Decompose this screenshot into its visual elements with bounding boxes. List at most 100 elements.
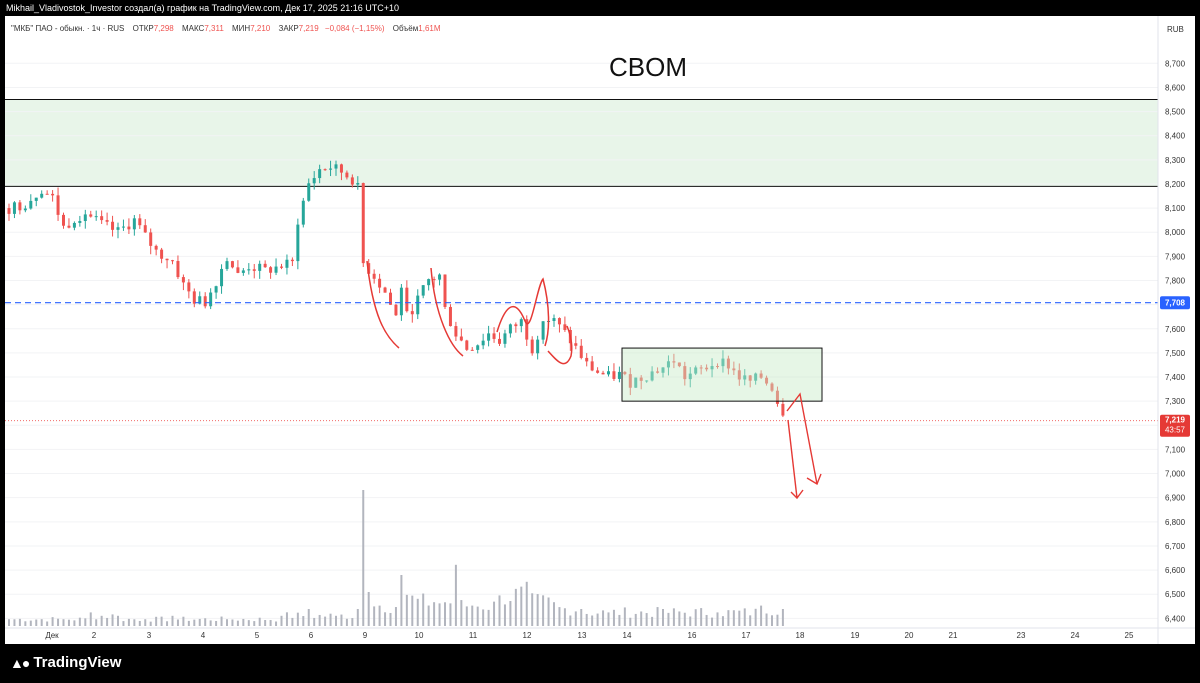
candle-body[interactable] [726,358,730,369]
candle-body[interactable] [519,319,523,327]
candle-body[interactable] [427,279,431,286]
candle-body[interactable] [438,274,442,280]
candle-body[interactable] [732,368,736,371]
candle-body[interactable] [481,340,485,346]
consolidation-box[interactable] [621,347,823,402]
candle-body[interactable] [285,259,289,268]
candle-body[interactable] [334,164,338,169]
candle-body[interactable] [765,377,769,384]
candle-body[interactable] [694,367,698,374]
candle-body[interactable] [187,282,191,292]
candle-body[interactable] [29,200,33,209]
candle-body[interactable] [62,214,65,226]
candle-body[interactable] [296,224,300,262]
candle-body[interactable] [176,261,180,278]
candle-body[interactable] [754,373,758,381]
candle-body[interactable] [18,202,22,211]
resistance-zone[interactable] [5,99,1158,187]
candle-body[interactable] [394,304,398,316]
candle-body[interactable] [323,169,327,171]
candle-body[interactable] [280,266,283,268]
candle-body[interactable] [650,371,654,381]
forecast-arrow-path[interactable] [786,392,818,485]
candle-body[interactable] [23,208,27,211]
candle-body[interactable] [536,339,540,354]
candle-body[interactable] [432,279,436,281]
candle-body[interactable] [666,361,670,368]
wave-drawing-4[interactable] [547,325,573,365]
candle-body[interactable] [258,263,262,271]
candle-body[interactable] [503,333,507,344]
candle-body[interactable] [645,380,649,382]
candle-body[interactable] [241,270,245,273]
candle-body[interactable] [367,263,371,274]
candle-body[interactable] [498,338,501,344]
candle-body[interactable] [372,273,376,279]
candle-body[interactable] [705,367,709,370]
candle-body[interactable] [781,403,785,416]
candle-body[interactable] [160,249,164,259]
candle-body[interactable] [312,178,316,184]
candle-body[interactable] [318,169,322,179]
candle-body[interactable] [612,371,616,379]
candle-body[interactable] [40,193,44,198]
candle-body[interactable] [51,193,55,196]
candle-body[interactable] [617,371,621,379]
candle-body[interactable] [356,183,360,185]
candle-body[interactable] [67,225,71,228]
candle-body[interactable] [421,285,425,296]
candle-body[interactable] [770,383,774,391]
candle-body[interactable] [775,390,779,404]
candle-body[interactable] [269,267,273,273]
tradingview-logo[interactable]: ▲● TradingView [10,654,121,671]
candle-body[interactable] [737,370,741,380]
candle-body[interactable] [192,291,196,304]
candle-body[interactable] [290,259,294,262]
candle-body[interactable] [247,269,251,271]
candle-body[interactable] [508,324,512,334]
candle-body[interactable] [378,278,382,288]
candle-body[interactable] [470,349,474,351]
candle-body[interactable] [721,358,725,367]
wave-drawing-2[interactable] [430,267,464,357]
candle-body[interactable] [132,218,136,230]
candle-body[interactable] [557,318,561,325]
candle-body[interactable] [716,366,719,368]
candle-body[interactable] [154,245,158,250]
candle-body[interactable] [699,367,703,369]
candle-body[interactable] [209,292,213,307]
candle-body[interactable] [683,366,687,380]
candle-body[interactable] [72,222,76,228]
wave-drawing-3[interactable] [496,277,550,347]
candle-body[interactable] [100,216,104,221]
candle-body[interactable] [677,362,681,367]
candle-body[interactable] [7,208,11,214]
candle-body[interactable] [56,195,60,215]
candle-body[interactable] [672,361,676,363]
candle-body[interactable] [78,221,82,223]
price-chart[interactable]: 8,700 8,600 8,500 8,400 8,300 8,200 8,100 8,000… [5,16,1195,644]
candle-body[interactable] [443,274,447,307]
candle-body[interactable] [465,340,469,350]
candle-body[interactable] [459,336,463,341]
forecast-arrow-path-2[interactable] [787,419,798,499]
candle-body[interactable] [127,226,131,230]
candle-body[interactable] [454,326,458,337]
candle-body[interactable] [329,168,333,170]
candle-body[interactable] [220,268,224,287]
candle-body[interactable] [45,193,49,195]
chart-panel[interactable]: 8,700 8,600 8,500 8,400 8,300 8,200 8,100 8,000… [5,16,1195,644]
candle-body[interactable] [236,267,240,273]
candle-body[interactable] [383,287,387,293]
candle-body[interactable] [607,371,610,375]
candle-body[interactable] [165,258,169,261]
candle-body[interactable] [585,357,589,362]
candle-body[interactable] [361,183,365,264]
candle-body[interactable] [623,371,627,375]
candle-body[interactable] [487,333,491,341]
candle-body[interactable] [225,261,229,269]
candle-body[interactable] [149,232,153,246]
candle-body[interactable] [203,296,207,307]
candle-body[interactable] [198,296,202,304]
candle-body[interactable] [552,318,556,322]
